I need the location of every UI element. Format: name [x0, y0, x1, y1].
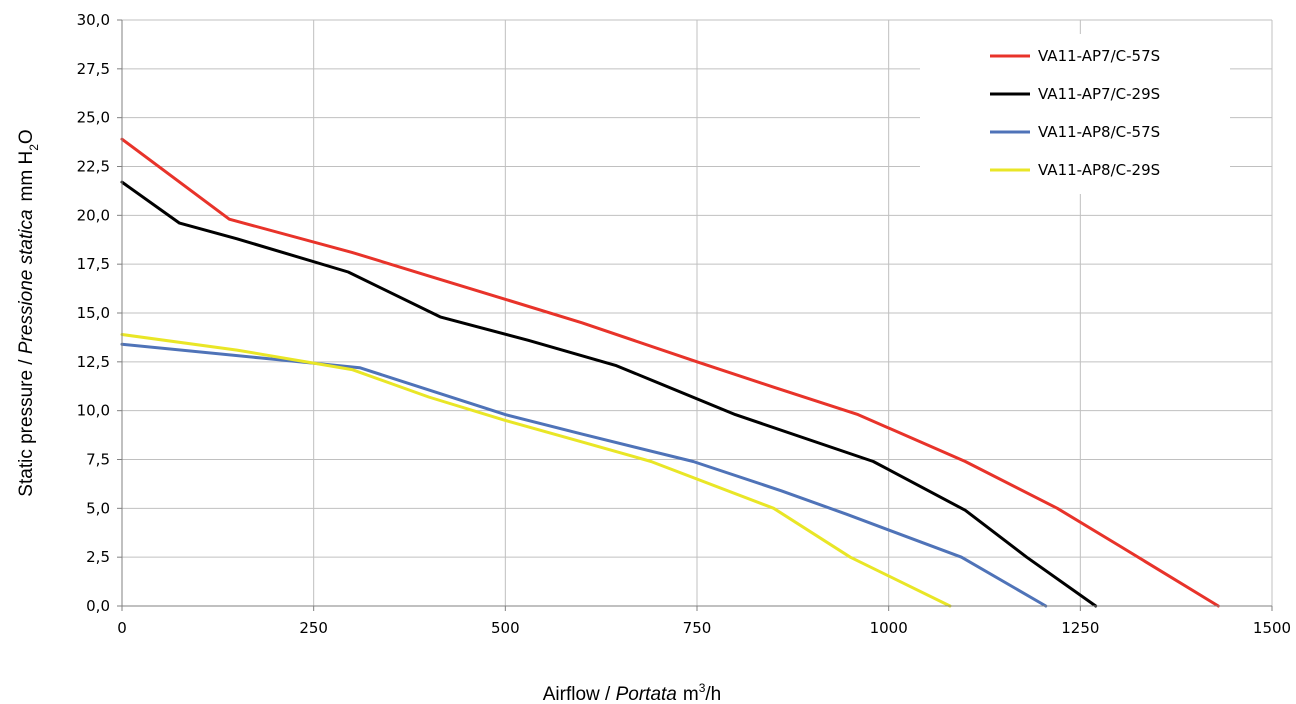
y-tick-label: 27,5: [77, 60, 110, 78]
legend-box: [920, 34, 1230, 194]
legend-label-3: VA11-AP8/C-57S: [1038, 123, 1160, 141]
x-tick-label: 1250: [1061, 619, 1099, 637]
x-axis-title-unit-tail: /h: [705, 684, 721, 704]
y-tick-label: 2,5: [86, 548, 110, 566]
x-tick-label: 0: [117, 619, 127, 637]
x-tick-label: 750: [683, 619, 712, 637]
legend: VA11-AP7/C-57S VA11-AP7/C-29S VA11-AP8/C-5…: [920, 34, 1230, 194]
y-axis-title-unit-tail: O: [16, 129, 37, 144]
y-tick-label: 10,0: [77, 402, 110, 420]
x-tick-label: 250: [299, 619, 328, 637]
y-axis-title-unit-sub: 2: [27, 144, 41, 151]
y-tick-label: 30,0: [77, 11, 110, 29]
y-tick-label: 25,0: [77, 109, 110, 127]
x-axis-title-italic: Portata: [616, 684, 677, 704]
x-axis-title-unit-sup: 3: [699, 681, 706, 695]
x-tick-label: 500: [491, 619, 520, 637]
y-axis-ticks: 0,0 2,5 5,0 7,5 10,0 12,5 15,0 17,5 20,0 22,5 25,0…: [77, 11, 122, 615]
legend-label-4: VA11-AP8/C-29S: [1038, 161, 1160, 179]
legend-label-1: VA11-AP7/C-57S: [1038, 47, 1160, 65]
x-axis-ticks: 0 250 500 750 1000 1250 1500: [117, 606, 1291, 637]
y-axis-title-unit: mm H: [16, 151, 37, 202]
y-tick-label: 22,5: [77, 158, 110, 176]
y-tick-label: 15,0: [77, 304, 110, 322]
legend-label-2: VA11-AP7/C-29S: [1038, 85, 1160, 103]
y-tick-label: 12,5: [77, 353, 110, 371]
y-axis-title-italic: Pressione statica: [16, 209, 37, 354]
y-axis-title-plain: Static pressure /: [16, 354, 37, 497]
y-axis-title: Static pressure / Pressione statica mm H2…: [16, 129, 41, 496]
x-tick-label: 1500: [1253, 619, 1291, 637]
series-line-2: [120, 180, 1098, 608]
y-tick-label: 7,5: [86, 451, 110, 469]
series-line-1: [120, 137, 1220, 608]
x-axis-title-plain: Airflow /: [543, 684, 616, 704]
y-tick-label: 20,0: [77, 206, 110, 224]
y-tick-label: 0,0: [86, 597, 110, 615]
x-axis-title: Airflow / Portata m3/h: [543, 681, 722, 704]
x-axis-title-unit: m: [683, 684, 699, 704]
y-tick-label: 17,5: [77, 255, 110, 273]
series-lines: [120, 137, 1220, 608]
x-tick-label: 1000: [870, 619, 908, 637]
y-tick-label: 5,0: [86, 499, 110, 517]
series-line-4: [120, 333, 952, 608]
